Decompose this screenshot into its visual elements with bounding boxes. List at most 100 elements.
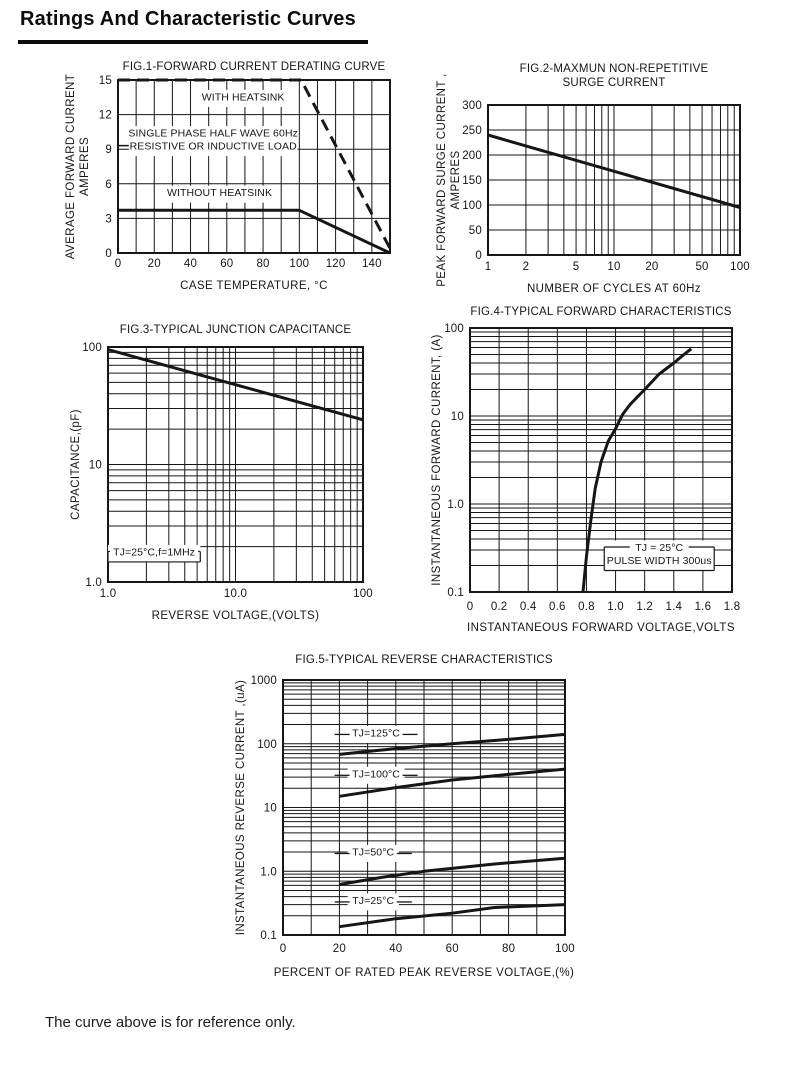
y-tick: 0: [475, 250, 482, 262]
series-tj-100-c: [339, 767, 566, 798]
y-tick: 15: [99, 75, 112, 87]
page-title: Ratings And Characteristic Curves: [20, 8, 356, 30]
annotation-with-heatsink: WITH HEATSINK: [199, 89, 287, 107]
x-tick: 140: [362, 258, 382, 270]
y-tick: 12: [99, 110, 112, 122]
series-without-heatsink: [118, 208, 391, 255]
reference-note: The curve above is for reference only.: [45, 1014, 296, 1031]
x-tick: 1.2: [636, 601, 653, 613]
x-axis-label: NUMBER OF CYCLES AT 60Hz: [527, 283, 701, 295]
y-axis-label: AVERAGE FORWARD CURRENT: [65, 74, 77, 259]
y-axis-label: CAPACITANCE,(pF): [70, 409, 82, 520]
x-tick: 40: [389, 943, 402, 955]
x-tick: 80: [502, 943, 515, 955]
y-axis-label: PEAK FORWARD SURGE CURRENT ,: [436, 73, 448, 287]
figure-2-max-non-repetitive-surge-current: FIG.2-MAXMUN NON-REPETITIVE SURGE CURRENT…: [420, 56, 785, 301]
y-ticks: 1.0 10 100: [82, 342, 102, 589]
y-tick: 1000: [251, 675, 277, 687]
x-tick: 1.0: [607, 601, 624, 613]
y-axis-label: INSTANTANEOUS REVERSE CURRENT ,(uA): [235, 680, 247, 936]
figure-5-typical-reverse-characteristics: TJ=125°C TJ=100°C TJ=50°C TJ=25°C FIG.5-TYPI…: [193, 645, 613, 995]
figure-4-typical-forward-characteristics: TJ = 25°C PULSE WIDTH 300us FIG.4-TYPICAL …: [418, 298, 786, 640]
x-tick: 10: [607, 261, 620, 273]
annotation-tj-125-c: TJ=125°C: [334, 725, 418, 743]
x-axis-label: REVERSE VOLTAGE,(VOLTS): [152, 610, 320, 622]
x-tick: 0: [115, 258, 122, 270]
chart-title: FIG.1-FORWARD CURRENT DERATING CURVE: [123, 61, 386, 73]
x-ticks: 0 20 40 60 80 100: [280, 943, 575, 955]
grid: [282, 679, 566, 936]
x-axis-label: INSTANTANEOUS FORWARD VOLTAGE,VOLTS: [467, 622, 735, 634]
chart-fig2-svg: FIG.2-MAXMUN NON-REPETITIVE SURGE CURRENT…: [436, 63, 750, 295]
y-ticks: 0 3 6 9 12 15: [99, 75, 112, 260]
y-axis-label: AMPERES: [450, 150, 462, 209]
chart-title: FIG.5-TYPICAL REVERSE CHARACTERISTICS: [295, 654, 553, 666]
annotation-text: SINGLE PHASE HALF WAVE 60Hz: [128, 128, 298, 140]
chart-title: FIG.4-TYPICAL FORWARD CHARACTERISTICS: [470, 306, 731, 318]
x-tick: 1.6: [695, 601, 712, 613]
series-tj-125-c: [339, 732, 566, 756]
x-tick: 50: [695, 261, 708, 273]
annotation-text: TJ=50°C: [352, 846, 394, 858]
x-ticks: 0 20 40 60 80 100 120 140: [115, 258, 382, 270]
annotation-text: PULSE WIDTH 300us: [607, 555, 712, 567]
annotation-tj-100-c: TJ=100°C: [334, 766, 418, 784]
annotation-without-heatsink: WITHOUT HEATSINK: [167, 185, 272, 203]
x-ticks: 1.0 10.0 100: [100, 588, 373, 600]
x-tick: 100: [353, 588, 373, 600]
x-tick: 80: [256, 258, 269, 270]
x-tick: 100: [555, 943, 575, 955]
title-underline: [18, 40, 368, 44]
plot-border: [487, 104, 741, 256]
series-tj-50-c: [339, 856, 566, 886]
x-tick: 0: [280, 943, 287, 955]
x-tick: 100: [730, 261, 750, 273]
x-tick: 1.4: [665, 601, 682, 613]
plot-border: [107, 346, 364, 583]
y-tick: 1.0: [260, 866, 277, 878]
annotation-text: WITHOUT HEATSINK: [167, 187, 272, 199]
chart-fig1-svg: WITH HEATSINK SINGLE PHASE HALF WAVE 60Hz…: [65, 61, 392, 292]
x-ticks: 0 0.2 0.4 0.6 0.8 1.0 1.2 1.4 1.6 1.8: [467, 601, 741, 613]
x-tick: 20: [645, 261, 658, 273]
x-tick: 100: [289, 258, 309, 270]
x-tick: 5: [573, 261, 580, 273]
y-tick: 9: [105, 144, 112, 156]
figure-1-forward-current-derating-curve: WITH HEATSINK SINGLE PHASE HALF WAVE 60Hz…: [55, 56, 407, 296]
x-tick: 10.0: [224, 588, 247, 600]
figure-3-typical-junction-capacitance: TJ=25°C,f=1MHz FIG.3-TYPICAL JUNCTION CAP…: [55, 313, 407, 625]
plot-border: [469, 327, 733, 593]
chart-title: SURGE CURRENT: [563, 77, 666, 89]
y-tick: 100: [82, 342, 102, 354]
x-tick: 20: [333, 943, 346, 955]
x-ticks: 1 2 5 10 20 50 100: [485, 261, 750, 273]
x-axis-label: CASE TEMPERATURE, °C: [180, 280, 328, 292]
y-tick: 6: [105, 179, 112, 191]
x-axis-label: PERCENT OF RATED PEAK REVERSE VOLTAGE,(%…: [274, 967, 575, 979]
y-tick: 300: [462, 100, 482, 112]
series-tj-25-c: [339, 903, 566, 929]
series-with-heatsink: [118, 78, 392, 250]
y-tick: 100: [462, 200, 482, 212]
plot-border: [282, 679, 566, 936]
y-tick: 150: [462, 175, 482, 187]
series-surge-current: [487, 133, 741, 209]
x-tick: 1.8: [724, 601, 741, 613]
y-axis-label: AMPERES: [79, 137, 91, 196]
chart-fig3-svg: TJ=25°C,f=1MHz FIG.3-TYPICAL JUNCTION CAP…: [70, 324, 373, 622]
annotation-text: TJ=25°C,f=1MHz: [113, 546, 195, 558]
y-tick: 0: [105, 248, 112, 260]
y-tick: 10: [264, 803, 277, 815]
x-tick: 1.0: [100, 588, 117, 600]
x-tick: 40: [184, 258, 197, 270]
y-ticks: 0.1 1.0 10 100 1000: [251, 675, 277, 942]
y-tick: 100: [444, 323, 464, 335]
series-forward-current: [581, 347, 693, 593]
x-tick: 60: [446, 943, 459, 955]
y-tick: 1.0: [447, 499, 464, 511]
chart-title: FIG.2-MAXMUN NON-REPETITIVE: [520, 63, 709, 75]
x-tick: 0: [467, 601, 474, 613]
series-junction-capacitance: [107, 348, 364, 422]
